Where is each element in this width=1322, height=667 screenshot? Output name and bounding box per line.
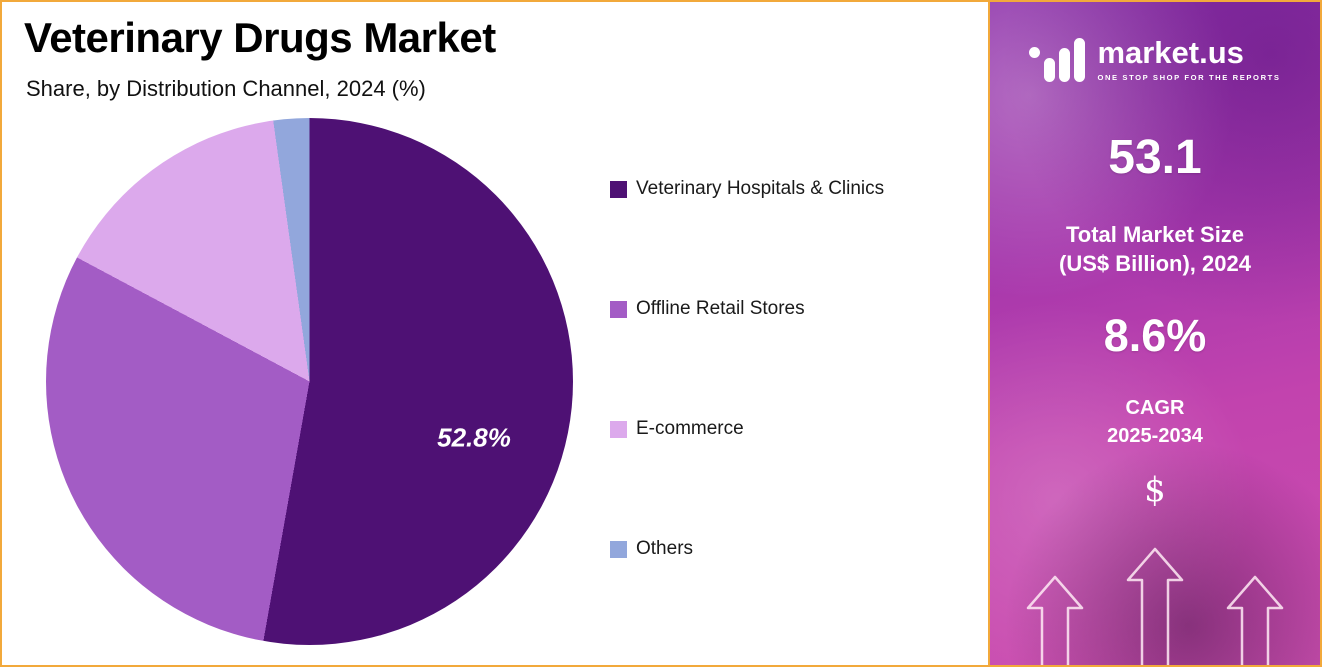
brand-name: market.us [1097, 34, 1244, 70]
legend-label: E-commerce [636, 418, 744, 439]
dollar-icon: $ [1144, 470, 1166, 510]
brand-tagline: ONE STOP SHOP FOR THE REPORTS [1097, 72, 1281, 82]
pie-chart: 52.8% [46, 118, 573, 645]
stat-cagr-value: 8.6% [1103, 310, 1207, 361]
legend-item: Offline Retail Stores [610, 298, 884, 320]
legend-swatch [610, 300, 627, 318]
legend-item: Others [610, 538, 884, 560]
legend-swatch [610, 420, 627, 438]
stat-market-size-value: 53.1 [1108, 131, 1202, 184]
legend-label: Others [636, 538, 694, 559]
legend-swatch [610, 540, 627, 558]
chart-title: Veterinary Drugs Market [24, 14, 496, 61]
legend-label: Veterinary Hospitals & Clinics [636, 178, 885, 199]
marketus-logo-icon [1029, 36, 1086, 82]
legend-label: Offline Retail Stores [636, 298, 805, 319]
legend-item: E-commerce [610, 418, 884, 440]
sidebar: market.us ONE STOP SHOP FOR THE REPORTS … [988, 2, 1320, 665]
legend-swatch [610, 180, 627, 198]
chart-subtitle: Share, by Distribution Channel, 2024 (%) [26, 76, 426, 101]
brand-logo: market.us ONE STOP SHOP FOR THE REPORTS [990, 36, 1320, 82]
chart-legend: Veterinary Hospitals & Clinics Offline R… [610, 178, 884, 560]
legend-item: Veterinary Hospitals & Clinics [610, 178, 884, 200]
growth-arrows-icon [1026, 547, 1284, 665]
pie-slice-value-label: 52.8% [437, 422, 511, 453]
stat-cagr-label: CAGR 2025-2034 [1107, 397, 1203, 447]
stat-market-size-label: Total Market Size (US$ Billion), 2024 [1059, 222, 1251, 276]
chart-panel: Veterinary Drugs Market Share, by Distri… [2, 2, 988, 665]
